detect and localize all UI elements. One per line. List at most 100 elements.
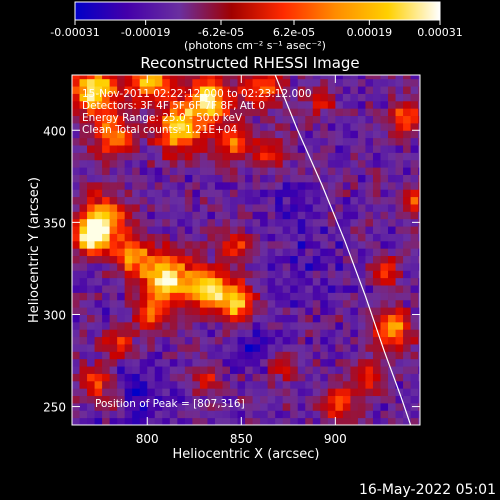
heatmap-cell [139, 292, 148, 301]
heatmap-cell [297, 137, 306, 146]
heatmap-cell [403, 218, 412, 227]
heatmap-cell [132, 255, 141, 264]
heatmap-cell [245, 358, 254, 367]
heatmap-cell [327, 366, 336, 374]
heatmap-cell [380, 292, 389, 301]
heatmap-cell [320, 285, 329, 293]
heatmap-cell [372, 159, 381, 168]
heatmap-cell [312, 122, 321, 131]
heatmap-cell [207, 152, 216, 161]
heatmap-cell [184, 130, 193, 139]
heatmap-cell [327, 233, 336, 242]
heatmap-cell [357, 130, 366, 139]
heatmap-cell [139, 388, 148, 397]
heatmap-cell [230, 233, 239, 242]
heatmap-cell [312, 130, 321, 139]
heatmap-cell [342, 189, 351, 198]
heatmap-cell [214, 100, 223, 109]
heatmap-cell [335, 240, 344, 249]
heatmap-cell [327, 351, 336, 360]
heatmap-cell [72, 270, 81, 279]
heatmap-cell [94, 167, 103, 175]
heatmap-cell [342, 255, 351, 264]
heatmap-cell [282, 233, 291, 242]
heatmap-cell [184, 174, 193, 183]
heatmap-cell [184, 307, 193, 315]
heatmap-cell [199, 159, 208, 168]
heatmap-cell [252, 75, 261, 80]
heatmap-cell [162, 343, 171, 352]
heatmap-cell [109, 270, 118, 279]
heatmap-cell [357, 226, 366, 234]
heatmap-cell [192, 402, 201, 411]
heatmap-cell [147, 145, 156, 153]
heatmap-cell [395, 122, 404, 131]
heatmap-cell [169, 196, 178, 205]
heatmap-cell [117, 402, 126, 411]
heatmap-cell [79, 167, 88, 175]
heatmap-cell [365, 93, 374, 102]
heatmap-cell [147, 373, 156, 382]
heatmap-cell [327, 299, 336, 308]
heatmap-cell [214, 321, 223, 330]
heatmap-cell [154, 75, 163, 80]
heatmap-cell [395, 78, 404, 87]
heatmap-cell [102, 115, 111, 124]
heatmap-cell [372, 343, 381, 352]
heatmap-cell [365, 417, 374, 425]
heatmap-cell [252, 410, 261, 419]
heatmap-cell [207, 248, 216, 257]
heatmap-cell [282, 388, 291, 397]
heatmap-cell [230, 314, 239, 323]
heatmap-cell [109, 122, 118, 131]
heatmap-cell [297, 366, 306, 374]
heatmap-cell [177, 75, 186, 80]
heatmap-cell [87, 358, 96, 367]
heatmap-cell [192, 211, 201, 220]
heatmap-cell [245, 167, 254, 175]
heatmap-cell [305, 255, 314, 264]
heatmap-cell [214, 122, 223, 131]
heatmap-cell [350, 100, 359, 109]
heatmap-cell [395, 108, 404, 117]
heatmap-cell [79, 115, 88, 124]
heatmap-cell [267, 329, 276, 338]
heatmap-cell [267, 285, 276, 293]
heatmap-cell [403, 373, 412, 382]
heatmap-cell [139, 410, 148, 419]
heatmap-cell [192, 270, 201, 279]
heatmap-cell [245, 100, 254, 109]
heatmap-cell [139, 196, 148, 205]
heatmap-cell [327, 410, 336, 419]
heatmap-cell [222, 248, 231, 257]
heatmap-cell [79, 100, 88, 109]
heatmap-cell [230, 86, 239, 94]
heatmap-cell [342, 402, 351, 411]
heatmap-cell [245, 108, 254, 117]
heatmap-cell [410, 108, 419, 117]
heatmap-cell [87, 137, 96, 146]
heatmap-cell [335, 181, 344, 190]
heatmap-cell [154, 410, 163, 419]
heatmap-cell [395, 145, 404, 153]
heatmap-cell [132, 343, 141, 352]
heatmap-cell [282, 410, 291, 419]
heatmap-cell [350, 130, 359, 139]
heatmap-cell [94, 277, 103, 286]
heatmap-cell [237, 122, 246, 131]
heatmap-cell [335, 321, 344, 330]
heatmap-cell [207, 343, 216, 352]
heatmap-cell [290, 181, 299, 190]
heatmap-cell [372, 380, 381, 389]
heatmap-cell [245, 307, 254, 315]
heatmap-cell [117, 373, 126, 382]
heatmap-cell [267, 248, 276, 257]
heatmap-cell [305, 366, 314, 374]
heatmap-cell [335, 122, 344, 131]
heatmap-cell [199, 108, 208, 117]
heatmap-cell [102, 196, 111, 205]
heatmap-cell [109, 402, 118, 411]
heatmap-cell [117, 108, 126, 117]
heatmap-cell [418, 122, 420, 131]
heatmap-cell [350, 167, 359, 175]
